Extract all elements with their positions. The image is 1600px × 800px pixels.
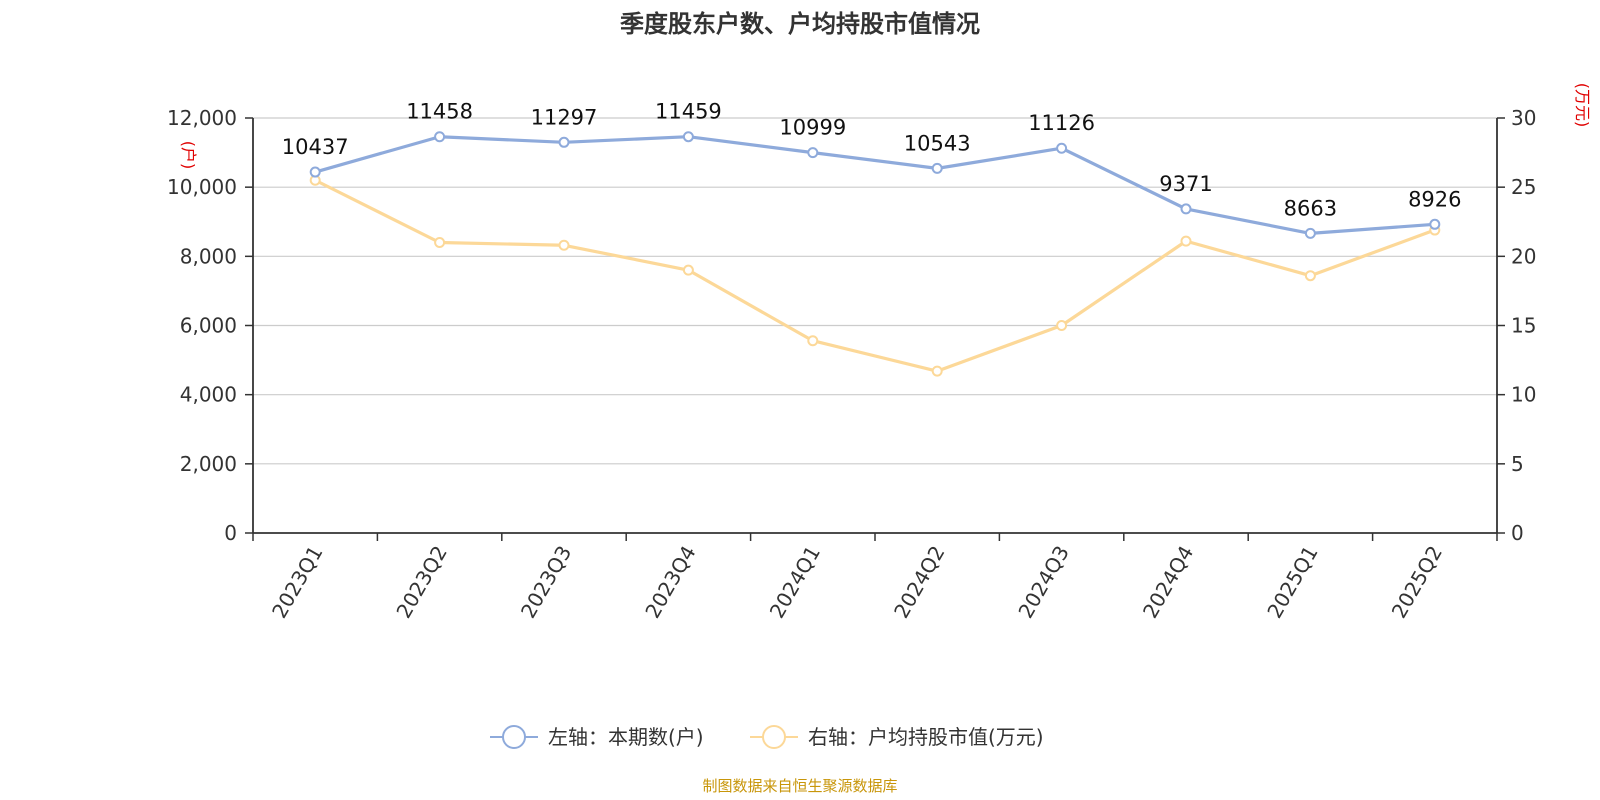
- grid-lines: [253, 117, 1497, 465]
- source-note: 制图数据来自恒生聚源数据库: [702, 777, 897, 795]
- x-tick-label: 2024Q2: [889, 542, 949, 623]
- legend[interactable]: 左轴：本期数(户) 右轴：户均持股市值(万元): [490, 725, 1044, 749]
- avg-holding-point: [1056, 320, 1068, 331]
- data-label: 8663: [1284, 196, 1337, 220]
- series-layer: [309, 131, 1441, 377]
- x-tick-label: 2024Q1: [765, 542, 825, 623]
- legend-item[interactable]: 左轴：本期数(户): [490, 725, 704, 749]
- legend-label: 右轴：户均持股市值(万元): [808, 725, 1044, 749]
- data-label: 10543: [904, 131, 971, 155]
- x-tick-label: 2025Q2: [1387, 542, 1447, 623]
- left-axis-unit: (户): [179, 141, 198, 170]
- shareholder-point: [1180, 203, 1192, 215]
- right-tick-label: 25: [1511, 175, 1536, 199]
- left-tick-label: 4,000: [180, 383, 237, 407]
- left-tick-label: 2,000: [180, 452, 237, 476]
- data-label: 11126: [1028, 111, 1095, 135]
- avg-holding-point: [1180, 235, 1192, 247]
- legend-marker: [502, 725, 526, 749]
- x-tick-label: 2023Q3: [516, 542, 576, 623]
- right-axis-ticks: 0 5 10 15 20 25 30: [1497, 106, 1536, 545]
- legend-marker: [762, 725, 786, 749]
- x-tick-label: 2025Q1: [1262, 542, 1322, 623]
- data-label: 9371: [1159, 172, 1212, 196]
- series-line-shareholders: [314, 135, 1435, 236]
- data-label: 10437: [282, 135, 349, 159]
- series-line-avg-holding-value: [314, 178, 1436, 373]
- left-tick-label: 0: [224, 521, 237, 545]
- right-tick-label: 15: [1511, 314, 1536, 338]
- left-tick-label: 8,000: [180, 244, 237, 268]
- left-axis-ticks: 0 2,000 4,000 6,000 8,000 10,000 12,000: [167, 106, 253, 545]
- data-label: 10999: [779, 116, 846, 140]
- x-tick-label: 2023Q1: [267, 542, 327, 623]
- legend-label: 左轴：本期数(户): [548, 725, 704, 749]
- x-tick-label: 2024Q3: [1013, 542, 1073, 623]
- x-tick-label: 2024Q4: [1138, 542, 1198, 623]
- shareholder-point: [931, 162, 943, 174]
- right-tick-label: 0: [1511, 521, 1524, 545]
- left-tick-label: 6,000: [180, 314, 237, 338]
- data-labels: 10437 11458 11297 11459 10999 10543 11126 9371 8…: [282, 100, 1462, 221]
- avg-holding-point: [807, 335, 819, 347]
- legend-item[interactable]: 右轴：户均持股市值(万元): [750, 725, 1044, 749]
- data-label: 11297: [531, 105, 598, 129]
- shareholder-point: [1429, 218, 1441, 230]
- shareholder-point: [1304, 227, 1316, 239]
- data-label: 11458: [406, 100, 473, 124]
- avg-holding-point: [931, 365, 943, 377]
- shareholder-point: [1056, 142, 1068, 154]
- right-tick-label: 10: [1511, 383, 1536, 407]
- shareholder-point: [807, 147, 819, 159]
- shareholder-point: [558, 136, 570, 148]
- shareholder-point: [682, 131, 694, 143]
- avg-holding-point: [1304, 270, 1316, 282]
- x-tick-label: 2023Q2: [391, 542, 451, 623]
- data-label: 8926: [1408, 187, 1461, 211]
- shareholder-point: [434, 131, 446, 143]
- data-label: 11459: [655, 100, 722, 124]
- x-tick-label: 2023Q4: [640, 542, 700, 623]
- right-tick-label: 30: [1511, 106, 1536, 130]
- right-tick-label: 20: [1511, 244, 1536, 268]
- avg-holding-point: [558, 239, 570, 251]
- avg-holding-point: [682, 264, 694, 276]
- left-tick-label: 12,000: [167, 106, 237, 130]
- shareholder-point: [309, 166, 321, 178]
- x-axis-ticks: 2023Q1 2023Q2 2023Q3 2023Q4 2024Q1 2024Q2 2024…: [252, 533, 1498, 623]
- right-axis-unit: (万元): [1573, 83, 1592, 128]
- avg-holding-point: [434, 237, 446, 248]
- left-tick-label: 10,000: [167, 175, 237, 199]
- chart-title: 季度股东户数、户均持股市值情况: [620, 10, 980, 38]
- right-tick-label: 5: [1511, 452, 1524, 476]
